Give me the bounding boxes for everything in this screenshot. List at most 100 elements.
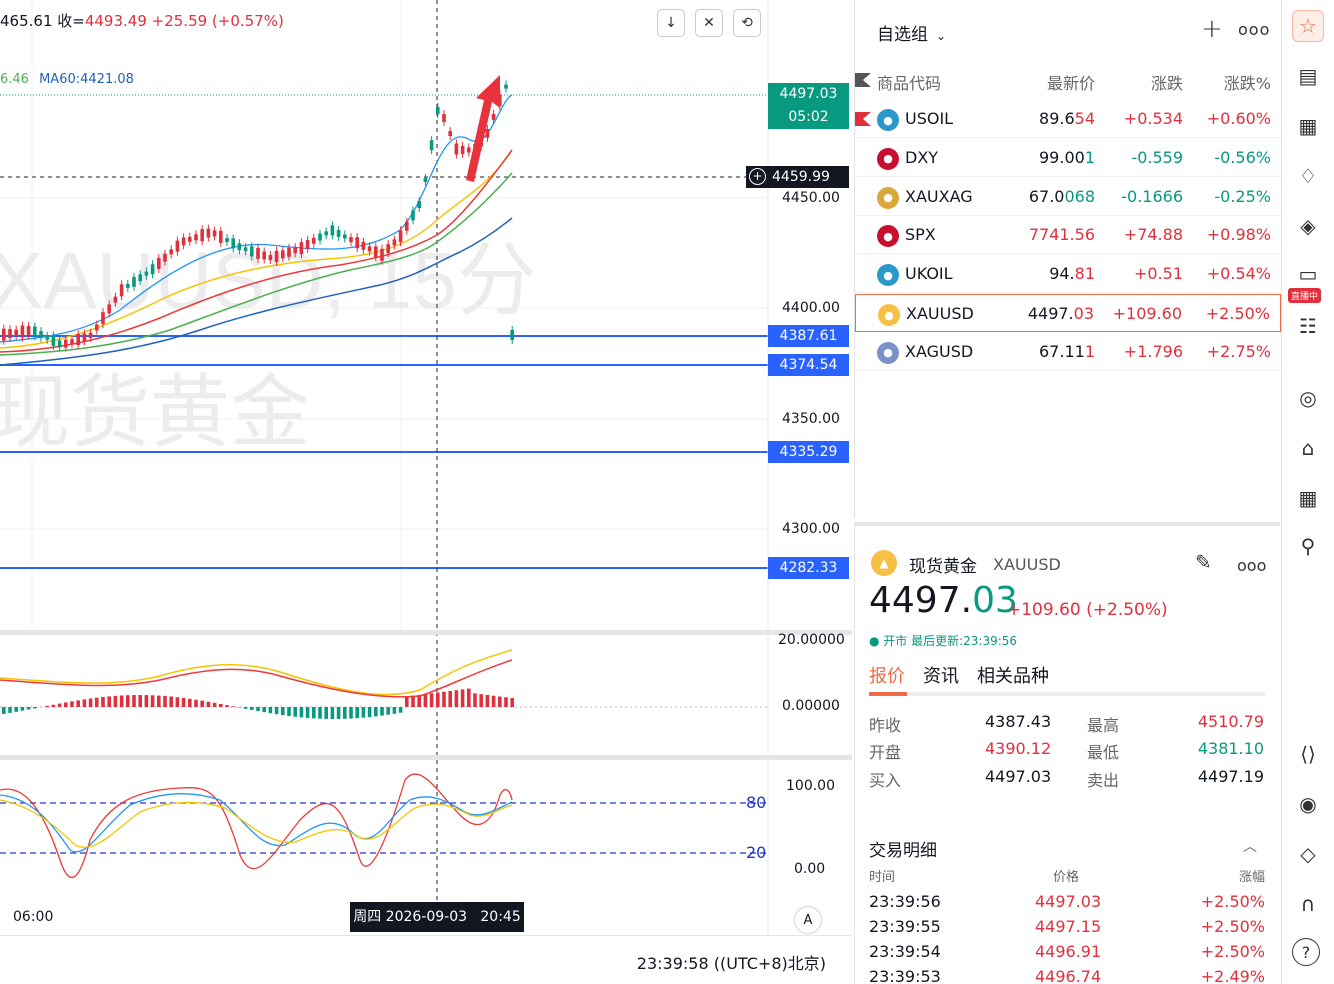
code-icon[interactable]: ⟨⟩ bbox=[1300, 742, 1316, 766]
kdj-level-20: 20 bbox=[746, 843, 767, 862]
arrow-annotation[interactable] bbox=[466, 75, 500, 182]
col-last[interactable]: 最新价 bbox=[1046, 74, 1095, 93]
trade-price: 4496.74 bbox=[1035, 967, 1102, 984]
row-symbol: XAUUSD bbox=[906, 304, 974, 323]
trade-price: 4497.15 bbox=[1035, 917, 1102, 936]
ask-label: 卖出 bbox=[1087, 771, 1120, 790]
handshake-icon[interactable]: ◇ bbox=[1300, 842, 1316, 866]
low-label: 最低 bbox=[1087, 743, 1120, 762]
kdj-tick-0: 0.00 bbox=[794, 861, 826, 877]
tab-quote[interactable]: 报价 bbox=[869, 666, 905, 687]
row-pct: +0.60% bbox=[1206, 109, 1271, 128]
alert-bell-icon[interactable]: ♢ bbox=[1299, 164, 1317, 188]
price-axis[interactable]: 4450.00 4400.00 4350.00 4300.00 4497.03 … bbox=[746, 0, 852, 935]
crosshair-time-tag: 周四 2026-09-03 20:45 bbox=[350, 902, 524, 932]
tick-4450: 4450.00 bbox=[782, 190, 840, 206]
chevron-down-icon: ⌄ bbox=[936, 29, 947, 43]
col-code[interactable]: 商品代码 bbox=[877, 74, 942, 93]
watchlist-row-usoil[interactable]: ● USOIL 89.654 +0.534 +0.60% bbox=[855, 100, 1281, 138]
table-icon[interactable]: ▦ bbox=[1298, 486, 1318, 510]
detail-more-button[interactable]: ooo bbox=[1237, 556, 1267, 575]
prev-close-label: 昨收 bbox=[869, 716, 902, 735]
us-flag-icon: ● bbox=[877, 225, 899, 248]
fit-screen-button[interactable]: ⟲ bbox=[733, 9, 761, 37]
trade-pct: +2.50% bbox=[1200, 942, 1265, 961]
detail-code: XAUUSD bbox=[993, 555, 1061, 574]
row-last-a: 94. bbox=[1049, 264, 1075, 284]
watchlist-row-xauxag[interactable]: ● XAUXAG 67.0068 -0.1666 -0.25% bbox=[855, 178, 1281, 216]
auto-scale-button[interactable]: A bbox=[794, 906, 822, 934]
bot-icon[interactable]: ◉ bbox=[1299, 792, 1317, 816]
row-symbol: XAGUSD bbox=[905, 341, 974, 361]
row-last-b: 1 bbox=[1084, 147, 1095, 167]
watermark-symbol: XAUUSD, 15分 bbox=[0, 236, 537, 325]
row-last-a: 89.6 bbox=[1039, 109, 1075, 128]
help-icon[interactable]: ? bbox=[1292, 938, 1320, 966]
scroll-down-button[interactable]: ↓ bbox=[657, 9, 685, 37]
gold-icon: ● bbox=[878, 304, 900, 326]
row-last: 94.81 bbox=[1049, 264, 1095, 283]
detail-change: +109.60 (+2.50%) bbox=[1007, 600, 1168, 620]
watchlist-row-spx[interactable]: ● SPX 7741.56 +74.88 +0.98% bbox=[855, 216, 1281, 255]
oil-icon: ● bbox=[877, 264, 899, 287]
row-chg: +109.60 bbox=[1112, 304, 1182, 323]
row-chg: -0.559 bbox=[1131, 147, 1183, 167]
row-last: 89.654 bbox=[1039, 109, 1095, 128]
tab-news[interactable]: 资讯 bbox=[923, 666, 959, 687]
trades-col-time: 时间 bbox=[869, 870, 896, 885]
live-badge: 直播中 bbox=[1288, 288, 1322, 303]
chat-icon[interactable]: ☷ bbox=[1299, 314, 1317, 338]
education-icon[interactable]: ⌂ bbox=[1301, 436, 1315, 460]
watchlist-group-label: 自选组 bbox=[877, 25, 928, 45]
ohlc-legend: 465.61 收=4493.49 +25.59 (+0.57%) bbox=[0, 10, 284, 31]
open-label: 开盘 bbox=[869, 743, 902, 762]
tree-icon[interactable]: ⚲ bbox=[1300, 534, 1316, 558]
watchlist-group-select[interactable]: 自选组 ⌄ bbox=[877, 20, 946, 45]
chart-panel[interactable]: XAUUSD, 15分 现货黄金 bbox=[0, 0, 852, 984]
radar-icon[interactable]: ◎ bbox=[1299, 386, 1317, 410]
chevron-up-icon[interactable]: ︿ bbox=[1243, 839, 1257, 855]
col-chg[interactable]: 涨跌 bbox=[1150, 74, 1183, 93]
live-video-icon[interactable]: ▭ bbox=[1298, 262, 1318, 286]
watchlist-icon[interactable]: ☆ bbox=[1292, 10, 1324, 42]
price-chart[interactable]: XAUUSD, 15分 现货黄金 bbox=[0, 0, 852, 984]
trade-price: 4497.03 bbox=[1035, 892, 1102, 911]
detail-tabs: 报价 资讯 相关品种 bbox=[869, 662, 1067, 688]
level-tag-3[interactable]: 4335.29 bbox=[768, 441, 849, 463]
prev-close-value: 4387.43 bbox=[985, 712, 1052, 731]
watchlist-row-dxy[interactable]: ● DXY 99.001 -0.559 -0.56% bbox=[855, 139, 1281, 177]
watchlist-header: 商品代码 最新价 涨跌 涨跌% bbox=[855, 66, 1281, 96]
watchlist-row-xauusd[interactable]: ● XAUUSD 4497.03 +109.60 +2.50% bbox=[855, 294, 1281, 332]
calendar-icon[interactable]: ▦ bbox=[1298, 114, 1318, 138]
tick-4400: 4400.00 bbox=[782, 300, 840, 316]
row-last-b: 54 bbox=[1074, 109, 1095, 128]
layers-icon[interactable]: ◈ bbox=[1300, 214, 1316, 238]
right-toolbar: ☆ ▤ ▦ ♢ ◈ ▭ 直播中 ☷ ◎ ⌂ ▦ ⚲ ⟨⟩ ◉ ◇ ∩ ? bbox=[1281, 0, 1334, 984]
row-pct: +0.54% bbox=[1206, 264, 1271, 284]
ma-legend: 6.46 MA60:4421.08 bbox=[0, 72, 134, 87]
watchlist-panel: 自选组 ⌄ + ooo 商品代码 最新价 涨跌 涨跌% ● USOIL 89.654 +… bbox=[854, 0, 1281, 518]
col-pct[interactable]: 涨跌% bbox=[1223, 74, 1271, 93]
flag-icon[interactable] bbox=[855, 112, 871, 126]
bid-label: 买入 bbox=[869, 771, 902, 790]
flag-icon[interactable] bbox=[855, 73, 871, 87]
ma60-value: MA60:4421.08 bbox=[39, 72, 134, 87]
level-tag-2[interactable]: 4374.54 bbox=[768, 354, 849, 376]
watchlist-more-button[interactable]: ooo bbox=[1238, 20, 1271, 39]
edit-icon[interactable]: ✎ bbox=[1195, 550, 1212, 574]
level-tag-1[interactable]: 4387.61 bbox=[768, 325, 849, 347]
crosshair-plus-icon[interactable]: + bbox=[749, 168, 766, 185]
watchlist-row-xagusd[interactable]: ● XAGUSD 67.111 +1.796 +2.75% bbox=[855, 333, 1281, 371]
add-symbol-button[interactable]: + bbox=[1201, 14, 1223, 44]
collapse-button[interactable]: ✕ bbox=[695, 9, 723, 37]
countdown-value: 05:02 bbox=[788, 109, 829, 125]
watchlist-row-ukoil[interactable]: ● UKOIL 94.81 +0.51 +0.54% bbox=[855, 255, 1281, 294]
detail-price-main: 4497. bbox=[869, 580, 973, 621]
level-tag-4[interactable]: 4282.33 bbox=[768, 557, 849, 579]
clock-timezone[interactable]: 23:39:58 ((UTC+8)北京) bbox=[636, 954, 826, 973]
crosshair-price-value: 4459.99 bbox=[772, 169, 830, 185]
tab-related[interactable]: 相关品种 bbox=[977, 666, 1049, 687]
support-headset-icon[interactable]: ∩ bbox=[1300, 892, 1316, 916]
row-last: 4497.03 bbox=[1028, 304, 1094, 323]
notes-icon[interactable]: ▤ bbox=[1298, 64, 1318, 88]
